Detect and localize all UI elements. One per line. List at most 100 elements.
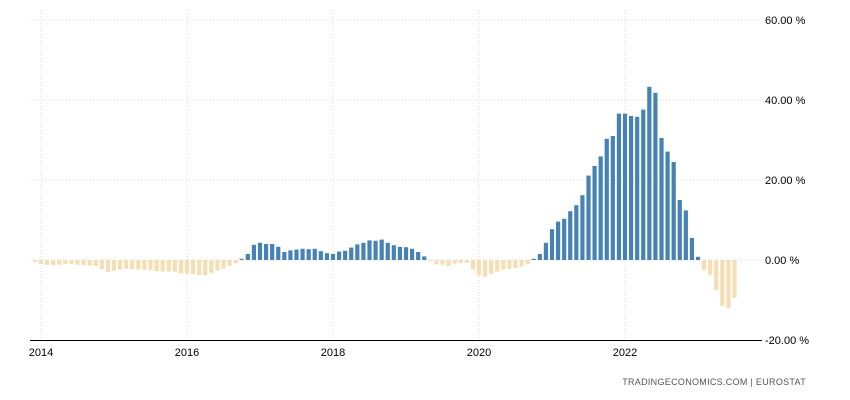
bar-21 (160, 260, 165, 272)
bar-86 (555, 221, 561, 260)
bar-3 (51, 260, 56, 266)
bar-63 (416, 252, 421, 260)
y-tick-label-4: -20.00 % (765, 335, 809, 347)
bar-108 (689, 238, 695, 260)
bar-99 (635, 116, 640, 260)
bar-78 (507, 260, 512, 269)
bar-81 (525, 260, 530, 265)
bar-23 (172, 260, 177, 272)
x-tick-label-2: 2018 (321, 347, 345, 359)
bar-112 (714, 260, 719, 290)
bar-57 (379, 239, 384, 260)
bar-105 (671, 162, 676, 260)
bar-10 (93, 260, 98, 266)
y-tick-label-2: 20.00 % (765, 175, 806, 187)
bar-64 (422, 256, 427, 260)
bar-84 (543, 242, 549, 260)
bar-55 (367, 240, 372, 260)
x-tick-label-0: 2014 (29, 347, 53, 359)
bar-32 (227, 260, 232, 266)
bar-106 (677, 200, 682, 260)
y-tick-label-0: 60.00 % (765, 15, 806, 27)
bar-91 (586, 175, 591, 260)
bar-38 (263, 244, 269, 260)
bar-35 (245, 254, 250, 260)
bar-33 (233, 260, 238, 264)
bar-54 (361, 242, 366, 260)
x-axis-ticks: 2014 2016 2018 2020 2022 (29, 347, 637, 359)
bar-37 (257, 242, 263, 260)
bar-12 (105, 260, 111, 272)
bar-9 (87, 260, 92, 266)
bar-16 (130, 260, 135, 270)
bar-103 (659, 138, 664, 260)
x-tick-label-3: 2020 (467, 347, 491, 359)
bar-71 (464, 260, 469, 263)
bar-51 (343, 250, 348, 260)
bar-83 (537, 254, 542, 260)
bar-26 (190, 260, 196, 274)
bar-104 (665, 151, 670, 260)
bar-34 (239, 258, 244, 260)
bar-52 (349, 247, 354, 260)
bar-20 (154, 260, 159, 272)
bar-97 (622, 113, 628, 260)
bar-95 (610, 136, 615, 260)
bar-11 (99, 260, 104, 270)
bar-13 (111, 260, 117, 271)
x-tick-label-4: 2022 (613, 347, 637, 359)
bar-39 (270, 244, 275, 260)
bar-79 (513, 260, 518, 268)
bar-series (32, 86, 737, 309)
bar-109 (695, 256, 701, 260)
bar-29 (209, 260, 214, 274)
bar-4 (57, 260, 62, 265)
bar-110 (701, 260, 707, 270)
bar-67 (440, 260, 445, 265)
bar-58 (385, 242, 390, 260)
bar-94 (604, 138, 609, 260)
bar-111 (708, 260, 713, 276)
bar-90 (580, 195, 585, 260)
bar-1 (38, 260, 44, 264)
bar-72 (470, 260, 476, 270)
bar-8 (81, 260, 86, 266)
bar-41 (282, 252, 287, 260)
bar-107 (683, 210, 688, 260)
source-credit: TRADINGECONOMICS.COM | EUROSTAT (622, 377, 806, 387)
bar-73 (476, 260, 482, 276)
bar-40 (276, 246, 281, 260)
bar-93 (598, 156, 603, 260)
bar-5 (63, 260, 68, 264)
bar-56 (373, 240, 378, 260)
bar-47 (318, 251, 323, 260)
bar-24 (178, 260, 184, 274)
bar-98 (628, 116, 634, 260)
bar-66 (434, 260, 439, 265)
bar-2 (44, 260, 50, 265)
bar-31 (221, 260, 226, 269)
bar-62 (409, 248, 415, 260)
bar-53 (355, 244, 360, 260)
bar-61 (403, 247, 409, 260)
bar-46 (312, 248, 317, 260)
bar-76 (495, 260, 500, 272)
bar-92 (592, 166, 597, 260)
bar-77 (501, 260, 506, 270)
bar-75 (489, 260, 494, 274)
bar-69 (452, 260, 457, 264)
bar-48 (324, 253, 330, 260)
bar-65 (428, 260, 433, 262)
x-tick-label-1: 2016 (175, 347, 199, 359)
bar-18 (142, 260, 147, 270)
bar-60 (397, 246, 403, 260)
bar-43 (294, 249, 299, 260)
bar-101 (647, 86, 652, 260)
bar-102 (653, 92, 658, 260)
bar-88 (568, 211, 573, 260)
bar-89 (574, 205, 579, 260)
bar-7 (75, 260, 80, 265)
bar-19 (148, 260, 153, 270)
bar-25 (184, 260, 190, 274)
